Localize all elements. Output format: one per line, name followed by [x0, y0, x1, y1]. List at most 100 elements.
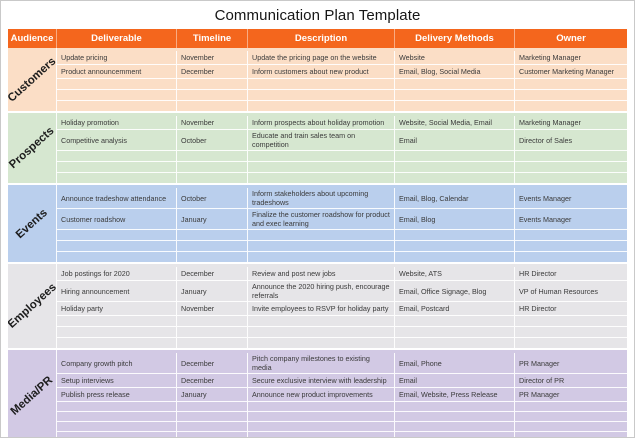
empty-cell-delivery-methods[interactable]: [395, 422, 515, 431]
empty-cell-timeline[interactable]: [177, 402, 248, 411]
empty-cell-description[interactable]: [248, 338, 395, 348]
empty-cell-description[interactable]: [248, 101, 395, 111]
cell-timeline[interactable]: November: [177, 116, 248, 129]
audience-cell-customers[interactable]: Customers: [8, 48, 57, 111]
empty-cell-owner[interactable]: [515, 432, 627, 437]
cell-timeline[interactable]: October: [177, 188, 248, 208]
empty-cell-timeline[interactable]: [177, 338, 248, 348]
audience-cell-events[interactable]: Events: [8, 185, 57, 262]
cell-timeline[interactable]: November: [177, 51, 248, 64]
empty-cell-timeline[interactable]: [177, 252, 248, 262]
empty-cell-description[interactable]: [248, 252, 395, 262]
cell-deliverable[interactable]: Holiday promotion: [57, 116, 177, 129]
empty-cell-description[interactable]: [248, 316, 395, 326]
empty-cell-description[interactable]: [248, 173, 395, 183]
cell-description[interactable]: Secure exclusive interview with leadersh…: [248, 374, 395, 387]
cell-deliverable[interactable]: Setup interviews: [57, 374, 177, 387]
empty-cell-owner[interactable]: [515, 252, 627, 262]
cell-delivery-methods[interactable]: Email, Office Signage, Blog: [395, 281, 515, 301]
empty-cell-owner[interactable]: [515, 402, 627, 411]
cell-delivery-methods[interactable]: Email, Blog, Calendar: [395, 188, 515, 208]
empty-cell-timeline[interactable]: [177, 241, 248, 251]
empty-cell-owner[interactable]: [515, 241, 627, 251]
cell-timeline[interactable]: December: [177, 267, 248, 280]
empty-cell-delivery-methods[interactable]: [395, 162, 515, 172]
empty-cell-description[interactable]: [248, 162, 395, 172]
cell-description[interactable]: Inform customers about new product: [248, 65, 395, 78]
empty-cell-owner[interactable]: [515, 162, 627, 172]
cell-delivery-methods[interactable]: Email, Website, Press Release: [395, 388, 515, 401]
cell-description[interactable]: Announce new product improvements: [248, 388, 395, 401]
empty-cell-timeline[interactable]: [177, 412, 248, 421]
empty-cell-delivery-methods[interactable]: [395, 230, 515, 240]
empty-cell-delivery-methods[interactable]: [395, 151, 515, 161]
cell-deliverable[interactable]: Job postings for 2020: [57, 267, 177, 280]
empty-cell-deliverable[interactable]: [57, 162, 177, 172]
cell-deliverable[interactable]: Update pricing: [57, 51, 177, 64]
column-header-delivery-methods[interactable]: Delivery Methods: [395, 29, 515, 48]
cell-description[interactable]: Review and post new jobs: [248, 267, 395, 280]
cell-delivery-methods[interactable]: Website, Social Media, Email: [395, 116, 515, 129]
empty-cell-deliverable[interactable]: [57, 422, 177, 431]
cell-delivery-methods[interactable]: Email, Postcard: [395, 302, 515, 315]
empty-cell-timeline[interactable]: [177, 162, 248, 172]
cell-description[interactable]: Finalize the customer roadshow for produ…: [248, 209, 395, 229]
cell-deliverable[interactable]: Holiday party: [57, 302, 177, 315]
empty-cell-deliverable[interactable]: [57, 79, 177, 89]
empty-cell-description[interactable]: [248, 151, 395, 161]
empty-cell-deliverable[interactable]: [57, 151, 177, 161]
empty-cell-timeline[interactable]: [177, 79, 248, 89]
empty-cell-description[interactable]: [248, 412, 395, 421]
cell-deliverable[interactable]: Publish press release: [57, 388, 177, 401]
cell-description[interactable]: Inform prospects about holiday promotion: [248, 116, 395, 129]
cell-deliverable[interactable]: Competitive analysis: [57, 130, 177, 150]
empty-cell-owner[interactable]: [515, 173, 627, 183]
empty-cell-deliverable[interactable]: [57, 432, 177, 437]
empty-cell-owner[interactable]: [515, 412, 627, 421]
empty-cell-deliverable[interactable]: [57, 173, 177, 183]
cell-timeline[interactable]: December: [177, 353, 248, 373]
empty-cell-owner[interactable]: [515, 79, 627, 89]
empty-cell-delivery-methods[interactable]: [395, 173, 515, 183]
empty-cell-description[interactable]: [248, 241, 395, 251]
audience-cell-employees[interactable]: Employees: [8, 264, 57, 348]
empty-cell-deliverable[interactable]: [57, 230, 177, 240]
empty-cell-delivery-methods[interactable]: [395, 412, 515, 421]
cell-deliverable[interactable]: Hiring announcement: [57, 281, 177, 301]
empty-cell-timeline[interactable]: [177, 151, 248, 161]
empty-cell-delivery-methods[interactable]: [395, 90, 515, 100]
column-header-timeline[interactable]: Timeline: [177, 29, 248, 48]
column-header-owner[interactable]: Owner: [556, 33, 586, 44]
cell-timeline[interactable]: January: [177, 209, 248, 229]
empty-cell-timeline[interactable]: [177, 432, 248, 437]
cell-delivery-methods[interactable]: Website, ATS: [395, 267, 515, 280]
empty-cell-delivery-methods[interactable]: [395, 327, 515, 337]
empty-cell-owner[interactable]: [515, 101, 627, 111]
cell-description[interactable]: Educate and train sales team on competit…: [248, 130, 395, 150]
cell-timeline[interactable]: January: [177, 388, 248, 401]
cell-owner[interactable]: VP of Human Resources: [519, 286, 598, 296]
cell-timeline[interactable]: January: [177, 281, 248, 301]
empty-cell-delivery-methods[interactable]: [395, 241, 515, 251]
column-header-description[interactable]: Description: [248, 29, 395, 48]
empty-cell-timeline[interactable]: [177, 90, 248, 100]
empty-cell-deliverable[interactable]: [57, 327, 177, 337]
cell-description[interactable]: Update the pricing page on the website: [248, 51, 395, 64]
cell-delivery-methods[interactable]: Website: [395, 51, 515, 64]
cell-owner[interactable]: HR Director: [519, 304, 557, 313]
cell-delivery-methods[interactable]: Email, Blog, Social Media: [395, 65, 515, 78]
empty-cell-description[interactable]: [248, 230, 395, 240]
cell-owner[interactable]: Director of PR: [519, 376, 565, 385]
cell-timeline[interactable]: November: [177, 302, 248, 315]
cell-owner[interactable]: HR Director: [519, 269, 557, 278]
empty-cell-timeline[interactable]: [177, 230, 248, 240]
cell-description[interactable]: Pitch company milestones to existing med…: [248, 353, 395, 373]
empty-cell-timeline[interactable]: [177, 316, 248, 326]
cell-description[interactable]: Invite employees to RSVP for holiday par…: [248, 302, 395, 315]
empty-cell-owner[interactable]: [515, 230, 627, 240]
empty-cell-deliverable[interactable]: [57, 412, 177, 421]
empty-cell-description[interactable]: [248, 422, 395, 431]
empty-cell-owner[interactable]: [515, 316, 627, 326]
cell-deliverable[interactable]: Announce tradeshow attendance: [57, 188, 177, 208]
cell-owner[interactable]: Customer Marketing Manager: [519, 67, 615, 76]
